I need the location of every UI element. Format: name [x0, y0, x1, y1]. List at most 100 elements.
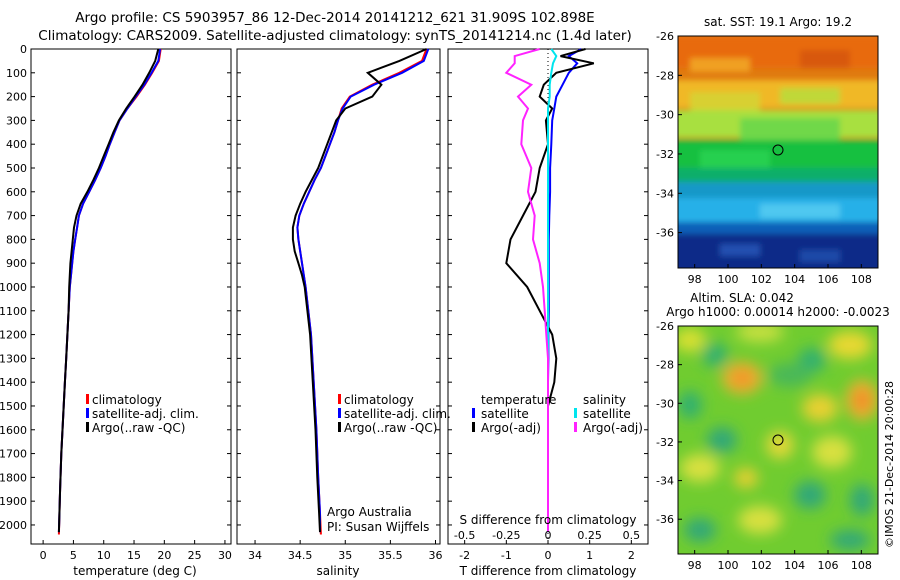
sla-map-title-2: Argo h1000: 0.00014 h2000: -0.0023 — [666, 305, 889, 319]
x-tick-label: 30 — [218, 549, 232, 562]
legend-swatch-climatology — [338, 394, 341, 404]
map-y-tick-label: -36 — [656, 513, 674, 526]
sla-map-frame — [677, 325, 879, 555]
series-line-1 — [57, 48, 162, 533]
map-x-tick-label: 104 — [784, 559, 805, 572]
sla-map-axes: 98 100 102 104 106 108 -26 -28 -30 -32 -34 -36 — [656, 320, 872, 572]
x-tick-label: -1 — [501, 549, 512, 562]
x-tick-label: 15 — [127, 549, 141, 562]
salinity-axis-label: salinity — [316, 564, 359, 578]
map-y-tick-label: -28 — [656, 359, 674, 372]
credit-line-2: PI: Susan Wijffels — [327, 520, 429, 534]
credit-line-1: Argo Australia — [327, 505, 412, 519]
depth-tick-label: 1300 — [0, 352, 27, 365]
legend-title-salinity: salinity — [583, 393, 626, 407]
depth-tick-label: 1000 — [0, 281, 27, 294]
depth-tick-label: 1900 — [0, 495, 27, 508]
legend-label-climatology: climatology — [92, 393, 162, 407]
map-x-tick-label: 108 — [851, 559, 872, 572]
temperature-axis-label: temperature (deg C) — [73, 564, 196, 578]
difference-series-3 — [504, 48, 549, 533]
temperature-legend: climatology satellite-adj. clim. Argo(..… — [86, 393, 199, 435]
header-line-2: Climatology: CARS2009. Satellite-adjuste… — [38, 28, 631, 44]
legend-label-sal-satellite: satellite — [583, 407, 631, 421]
map-x-tick-label: 102 — [751, 559, 772, 572]
depth-tick-label: 1800 — [0, 471, 27, 484]
legend-label-satellite: satellite-adj. clim. — [344, 407, 451, 421]
map-y-tick-label: -26 — [656, 30, 674, 43]
x-tick-label: 34.5 — [288, 549, 313, 562]
legend-swatch-satellite — [338, 408, 341, 418]
sst-map-frame — [677, 35, 879, 269]
legend-swatch-climatology — [86, 394, 89, 404]
argo-position-marker-sla — [772, 434, 784, 446]
temperature-plot: 0 5 10 15 20 25 30 — [31, 48, 232, 562]
depth-tick-label: 100 — [6, 67, 27, 80]
map-y-tick-label: -34 — [656, 475, 674, 488]
sst-map-image — [678, 36, 878, 268]
legend-title-temperature: temperature — [481, 393, 556, 407]
map-y-tick-label: -28 — [656, 69, 674, 82]
argo-position-marker-sst — [772, 144, 784, 156]
legend-label-temp-satellite: satellite — [481, 407, 529, 421]
depth-tick-label: 600 — [6, 186, 27, 199]
legend-swatch-temp-argo — [472, 422, 475, 432]
map-x-tick-label: 102 — [751, 273, 772, 286]
series-line-0 — [57, 48, 162, 535]
map-x-tick-label: 100 — [718, 273, 739, 286]
x-tick-label: 34 — [248, 549, 262, 562]
depth-tick-label: 0 — [20, 43, 27, 56]
map-x-tick-label: 106 — [818, 559, 839, 572]
legend-label-argo: Argo(..raw -QC) — [92, 421, 185, 435]
legend-swatch-temp-satellite — [472, 408, 475, 418]
x-tick-label: 10 — [97, 549, 111, 562]
x-tick-label: 2 — [628, 549, 635, 562]
map-y-tick-label: -26 — [656, 320, 674, 333]
map-y-tick-label: -30 — [656, 109, 674, 122]
depth-tick-label: 800 — [6, 233, 27, 246]
sst-map-axes: 98 100 102 104 106 108 -26 -28 -30 -32 -34 -36 — [656, 30, 872, 286]
x-tick-label: 35.5 — [378, 549, 403, 562]
legend-label-sal-argo: Argo(-adj) — [583, 421, 643, 435]
x-tick-label: 5 — [70, 549, 77, 562]
imos-watermark: ©IMOS 21-Dec-2014 20:00:28 — [883, 381, 896, 548]
depth-tick-label: 1200 — [0, 329, 27, 342]
x-tick-label: 20 — [157, 549, 171, 562]
legend-label-argo: Argo(..raw -QC) — [344, 421, 437, 435]
map-x-tick-label: 108 — [851, 273, 872, 286]
difference-series-0 — [547, 48, 582, 533]
depth-tick-label: 1700 — [0, 448, 27, 461]
legend-swatch-argo — [338, 422, 341, 432]
x-tick-label: -2 — [459, 549, 470, 562]
salinity-legend: climatology satellite-adj. clim. Argo(..… — [338, 393, 451, 435]
header-line-1: Argo profile: CS 5903957_86 12-Dec-2014 … — [75, 10, 594, 26]
x-tick-label: 36 — [428, 549, 442, 562]
x-top-tick-label: -0.5 — [454, 529, 475, 542]
x-top-tick-label: 0.25 — [577, 529, 602, 542]
legend-label-satellite: satellite-adj. clim. — [92, 407, 199, 421]
depth-tick-label: 900 — [6, 257, 27, 270]
map-x-tick-label: 104 — [784, 273, 805, 286]
x-top-tick-label: 0.5 — [623, 529, 641, 542]
depth-tick-label: 1100 — [0, 305, 27, 318]
t-difference-axis-label: T difference from climatology — [459, 564, 637, 578]
difference-legend-temperature: temperature satellite Argo(-adj) — [472, 393, 556, 435]
map-y-tick-label: -36 — [656, 227, 674, 240]
series-line-2 — [291, 48, 427, 533]
difference-series-1 — [505, 48, 595, 533]
map-x-tick-label: 106 — [818, 273, 839, 286]
map-x-tick-label: 100 — [718, 559, 739, 572]
x-tick-label: 25 — [188, 549, 202, 562]
depth-tick-label: 200 — [6, 91, 27, 104]
x-top-tick-label: 0 — [545, 529, 552, 542]
depth-tick-label: 300 — [6, 114, 27, 127]
x-tick-label: 0 — [40, 549, 47, 562]
salinity-plot-frame — [236, 48, 441, 545]
sst-map-title: sat. SST: 19.1 Argo: 19.2 — [704, 15, 852, 29]
legend-label-temp-argo: Argo(-adj) — [481, 421, 541, 435]
sla-map-title-1: Altim. SLA: 0.042 — [690, 291, 794, 305]
legend-swatch-sal-argo — [574, 422, 577, 432]
legend-swatch-argo — [86, 422, 89, 432]
depth-axis-labels: 0 100 200 300 400 500 600 700 800 900 1000 1100 1200… — [0, 43, 27, 532]
